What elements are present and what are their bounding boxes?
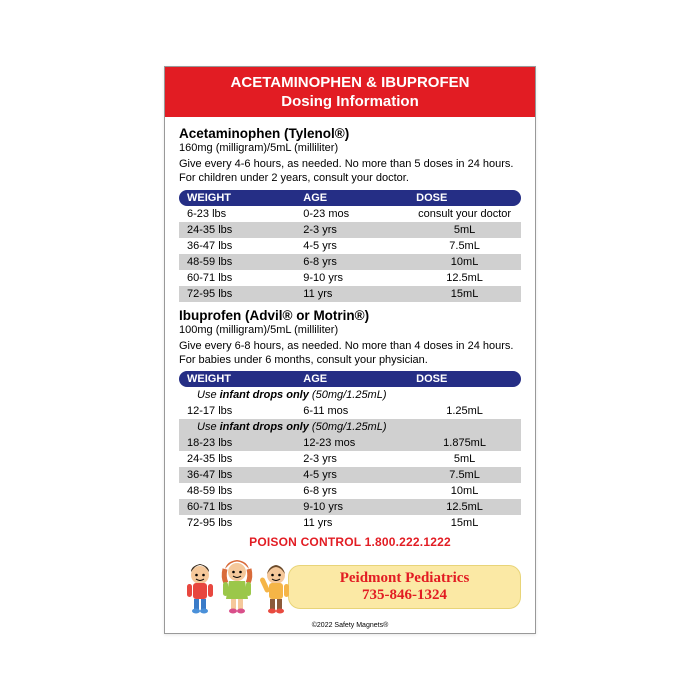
card-header: ACETAMINOPHEN & IBUPROFEN Dosing Informa… <box>165 67 535 118</box>
cell-dose: consult your doctor <box>408 206 521 222</box>
cell-dose: 10mL <box>408 254 521 270</box>
practice-box: Peidmont Pediatrics 735-846-1324 <box>288 565 521 609</box>
cell-weight: 24-35 lbs <box>179 451 295 467</box>
cell-weight: 60-71 lbs <box>179 270 295 286</box>
infant-note-row: Use infant drops only (50mg/1.25mL) <box>179 419 521 435</box>
cell-age: 2-3 yrs <box>295 451 408 467</box>
cell-dose: 10mL <box>408 483 521 499</box>
table-row: 60-71 lbs 9-10 yrs 12.5mL <box>179 499 521 515</box>
table-row: 18-23 lbs 12-23 mos 1.875mL <box>179 435 521 451</box>
cell-weight: 24-35 lbs <box>179 222 295 238</box>
col-weight: WEIGHT <box>179 190 295 206</box>
cell-weight: 72-95 lbs <box>179 286 295 302</box>
cell-weight: 36-47 lbs <box>179 467 295 483</box>
cell-weight: 48-59 lbs <box>179 254 295 270</box>
col-age: AGE <box>295 371 408 387</box>
acetaminophen-title: Acetaminophen (Tylenol®) <box>179 126 521 141</box>
table-row: 72-95 lbs 11 yrs 15mL <box>179 515 521 531</box>
practice-phone: 735-846-1324 <box>297 587 512 604</box>
footer: Peidmont Pediatrics 735-846-1324 <box>179 559 521 614</box>
table-header-row: WEIGHT AGE DOSE <box>179 190 521 206</box>
card-body: Acetaminophen (Tylenol®) 160mg (milligra… <box>165 117 535 553</box>
table-row: 48-59 lbs 6-8 yrs 10mL <box>179 483 521 499</box>
cell-dose: 7.5mL <box>408 467 521 483</box>
cell-weight: 12-17 lbs <box>179 403 295 419</box>
cell-age: 11 yrs <box>295 515 408 531</box>
poison-control: POISON CONTROL 1.800.222.1222 <box>179 535 521 549</box>
cell-weight: 72-95 lbs <box>179 515 295 531</box>
header-line2: Dosing Information <box>165 93 535 112</box>
table-row: 6-23 lbs 0-23 mos consult your doctor <box>179 206 521 222</box>
cell-dose: 7.5mL <box>408 238 521 254</box>
table-row: 36-47 lbs 4-5 yrs 7.5mL <box>179 467 521 483</box>
cell-dose: 1.25mL <box>408 403 521 419</box>
cell-age: 9-10 yrs <box>295 270 408 286</box>
cell-dose: 5mL <box>408 451 521 467</box>
col-dose: DOSE <box>408 371 521 387</box>
header-line1: ACETAMINOPHEN & IBUPROFEN <box>165 74 535 93</box>
acetaminophen-concentration: 160mg (milligram)/5mL (milliliter) <box>179 142 521 154</box>
cell-age: 11 yrs <box>295 286 408 302</box>
cell-dose: 12.5mL <box>408 499 521 515</box>
cell-age: 6-11 mos <box>295 403 408 419</box>
acetaminophen-instructions: Give every 4-6 hours, as needed. No more… <box>179 158 521 186</box>
infant-note: Use infant drops only (50mg/1.25mL) <box>179 387 521 403</box>
cell-dose: 15mL <box>408 286 521 302</box>
table-header-row: WEIGHT AGE DOSE <box>179 371 521 387</box>
table-row: 48-59 lbs 6-8 yrs 10mL <box>179 254 521 270</box>
cell-weight: 48-59 lbs <box>179 483 295 499</box>
ibuprofen-concentration: 100mg (milligram)/5mL (milliliter) <box>179 324 521 336</box>
cell-dose: 15mL <box>408 515 521 531</box>
cell-age: 2-3 yrs <box>295 222 408 238</box>
table-row: 60-71 lbs 9-10 yrs 12.5mL <box>179 270 521 286</box>
cell-dose: 1.875mL <box>408 435 521 451</box>
copyright: ©2022 Safety Magnets® <box>165 622 535 633</box>
cell-weight: 6-23 lbs <box>179 206 295 222</box>
cell-age: 6-8 yrs <box>295 254 408 270</box>
cell-age: 0-23 mos <box>295 206 408 222</box>
table-row: 72-95 lbs 11 yrs 15mL <box>179 286 521 302</box>
kids-illustration <box>179 559 294 614</box>
cell-age: 9-10 yrs <box>295 499 408 515</box>
table-row: 12-17 lbs 6-11 mos 1.25mL <box>179 403 521 419</box>
cell-weight: 36-47 lbs <box>179 238 295 254</box>
infant-note: Use infant drops only (50mg/1.25mL) <box>179 419 521 435</box>
cell-age: 4-5 yrs <box>295 467 408 483</box>
acetaminophen-table: WEIGHT AGE DOSE 6-23 lbs 0-23 mos consul… <box>179 190 521 302</box>
practice-name: Peidmont Pediatrics <box>297 570 512 587</box>
ibuprofen-instructions: Give every 6-8 hours, as needed. No more… <box>179 340 521 368</box>
col-dose: DOSE <box>408 190 521 206</box>
col-age: AGE <box>295 190 408 206</box>
cell-age: 12-23 mos <box>295 435 408 451</box>
infant-note-row: Use infant drops only (50mg/1.25mL) <box>179 387 521 403</box>
cell-dose: 12.5mL <box>408 270 521 286</box>
dosing-card: ACETAMINOPHEN & IBUPROFEN Dosing Informa… <box>164 66 536 635</box>
ibuprofen-table: WEIGHT AGE DOSE Use infant drops only (5… <box>179 371 521 531</box>
table-row: 36-47 lbs 4-5 yrs 7.5mL <box>179 238 521 254</box>
cell-weight: 18-23 lbs <box>179 435 295 451</box>
cell-weight: 60-71 lbs <box>179 499 295 515</box>
cell-dose: 5mL <box>408 222 521 238</box>
col-weight: WEIGHT <box>179 371 295 387</box>
cell-age: 4-5 yrs <box>295 238 408 254</box>
ibuprofen-title: Ibuprofen (Advil® or Motrin®) <box>179 308 521 323</box>
table-row: 24-35 lbs 2-3 yrs 5mL <box>179 451 521 467</box>
cell-age: 6-8 yrs <box>295 483 408 499</box>
table-row: 24-35 lbs 2-3 yrs 5mL <box>179 222 521 238</box>
